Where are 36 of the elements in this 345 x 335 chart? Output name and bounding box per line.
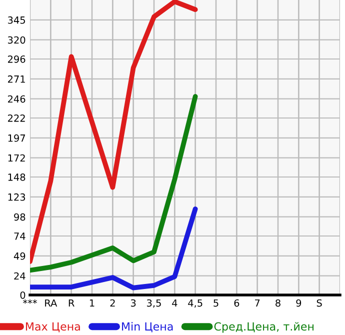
y-tick-label: 172 (8, 154, 25, 162)
line-series (30, 0, 198, 264)
y-tick-label: 24 (14, 272, 26, 280)
x-tick-label: 6 (234, 299, 240, 307)
x-tick-label: *** (23, 299, 37, 304)
y-tick-label: 0 (20, 291, 26, 299)
x-tick-label: 1 (90, 299, 94, 307)
x-tick-label: 3,5 (147, 299, 161, 308)
legend-label: Сред.Цена, т.йен (214, 322, 314, 333)
legend-label: Max Цена (26, 322, 80, 332)
x-tick-label: 8 (276, 299, 280, 307)
y-tick-label: 246 (8, 95, 26, 103)
y-tick-label: 74 (14, 232, 26, 240)
x-tick-label: 9 (296, 299, 302, 307)
y-tick-label: 222 (8, 114, 25, 122)
y-tick-label: 123 (8, 193, 26, 201)
line-series (30, 206, 198, 290)
x-tick-label: S (316, 299, 322, 307)
x-tick-label: RA (45, 299, 58, 307)
y-tick-label: 98 (14, 213, 26, 221)
x-tick-label: 7 (255, 299, 260, 307)
x-tick-label: R (68, 299, 74, 307)
legend-label: Min Цена (122, 322, 173, 332)
y-tick-label: 320 (8, 36, 26, 44)
x-tick-label: 4,5 (188, 299, 202, 308)
y-tick-label: 197 (8, 134, 25, 142)
x-tick-label: 5 (214, 299, 218, 307)
line-series (30, 94, 198, 273)
y-tick-label: 148 (8, 173, 26, 181)
x-tick-label: 4 (172, 299, 178, 307)
x-tick-label: 3 (130, 299, 136, 307)
y-tick-label: 345 (8, 16, 25, 24)
x-tick-label: 2 (110, 299, 115, 307)
y-tick-label: 271 (8, 75, 25, 83)
y-tick-label: 49 (14, 252, 26, 260)
y-tick-label: 296 (8, 55, 26, 63)
